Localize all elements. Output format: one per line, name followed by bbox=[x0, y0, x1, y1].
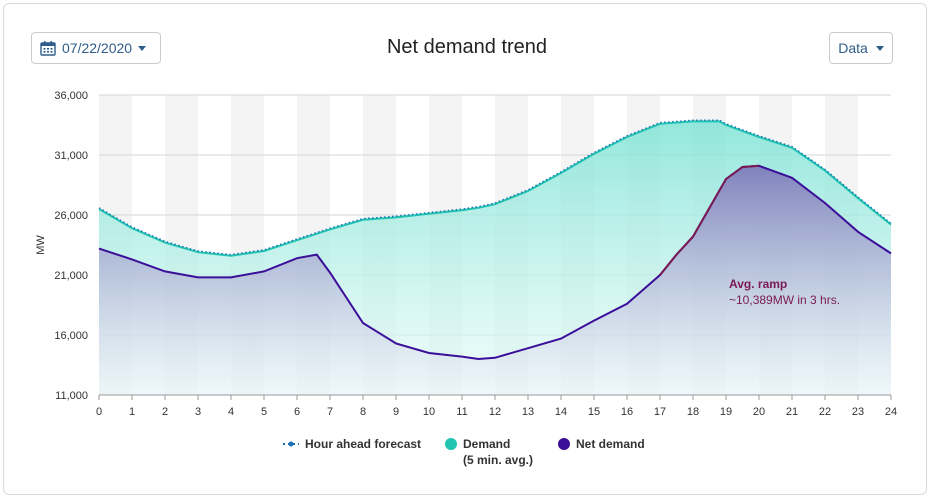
ramp-segment bbox=[659, 164, 760, 276]
legend-swatch bbox=[558, 438, 570, 450]
x-tick-label: 0 bbox=[96, 406, 102, 418]
x-tick-label: 4 bbox=[228, 406, 234, 418]
x-tick-label: 8 bbox=[360, 406, 366, 418]
x-tick-label: 1 bbox=[129, 406, 135, 418]
legend-label: Demand bbox=[463, 437, 510, 451]
data-menu-button[interactable]: Data bbox=[829, 32, 893, 64]
x-tick-label: 6 bbox=[294, 406, 300, 418]
x-tick-label: 21 bbox=[786, 406, 798, 418]
x-tick-label: 24 bbox=[885, 406, 897, 418]
y-tick-label: 31,000 bbox=[54, 150, 88, 162]
x-tick-label: 18 bbox=[687, 406, 699, 418]
legend-item-net-demand[interactable]: Net demand bbox=[558, 437, 645, 451]
ramp-annotation-title: Avg. ramp bbox=[729, 277, 787, 291]
x-tick-label: 19 bbox=[720, 406, 732, 418]
x-tick-label: 20 bbox=[753, 406, 765, 418]
x-tick-label: 16 bbox=[621, 406, 633, 418]
date-label: 07/22/2020 bbox=[62, 40, 133, 56]
y-tick-label: 11,000 bbox=[55, 390, 88, 402]
calendar-icon bbox=[40, 41, 56, 56]
date-picker-button[interactable]: 07/22/2020 bbox=[31, 32, 161, 64]
chevron-down-icon bbox=[875, 45, 884, 51]
x-tick-label: 5 bbox=[261, 406, 267, 418]
legend-label: Net demand bbox=[576, 437, 645, 451]
y-tick-label: 26,000 bbox=[54, 210, 88, 222]
legend-swatch bbox=[288, 441, 294, 447]
y-tick-label: 21,000 bbox=[54, 270, 88, 282]
y-tick-label: 16,000 bbox=[54, 330, 88, 342]
x-tick-label: 14 bbox=[555, 406, 567, 418]
legend-label-sub: (5 min. avg.) bbox=[463, 453, 533, 467]
demand-line bbox=[98, 120, 892, 257]
net-demand-area bbox=[99, 165, 891, 395]
legend-swatch bbox=[445, 438, 457, 450]
data-menu-label: Data bbox=[838, 40, 868, 56]
legend-item-demand[interactable]: Demand (5 min. avg.) bbox=[445, 437, 533, 467]
x-tick-label: 22 bbox=[819, 406, 831, 418]
x-tick-label: 9 bbox=[393, 406, 399, 418]
x-tick-label: 11 bbox=[456, 406, 467, 418]
x-tick-label: 13 bbox=[522, 406, 534, 418]
x-tick-label: 23 bbox=[852, 406, 864, 418]
y-tick-label: 36,000 bbox=[54, 90, 88, 102]
x-tick-label: 3 bbox=[195, 406, 201, 418]
legend-item-hour-ahead-forecast[interactable]: Hour ahead forecast bbox=[283, 437, 421, 451]
x-tick-label: 15 bbox=[588, 406, 600, 418]
x-tick-label: 10 bbox=[423, 406, 435, 418]
legend-label: Hour ahead forecast bbox=[305, 437, 421, 451]
chevron-down-icon bbox=[138, 45, 147, 51]
x-tick-label: 7 bbox=[327, 406, 333, 418]
y-axis-label: MW bbox=[35, 235, 47, 255]
x-tick-label: 17 bbox=[654, 406, 666, 418]
x-tick-label: 12 bbox=[489, 406, 501, 418]
x-tick-label: 2 bbox=[162, 406, 168, 418]
hour-ahead-forecast-line bbox=[98, 119, 892, 256]
ramp-annotation-text: ~10,389MW in 3 hrs. bbox=[729, 293, 840, 307]
